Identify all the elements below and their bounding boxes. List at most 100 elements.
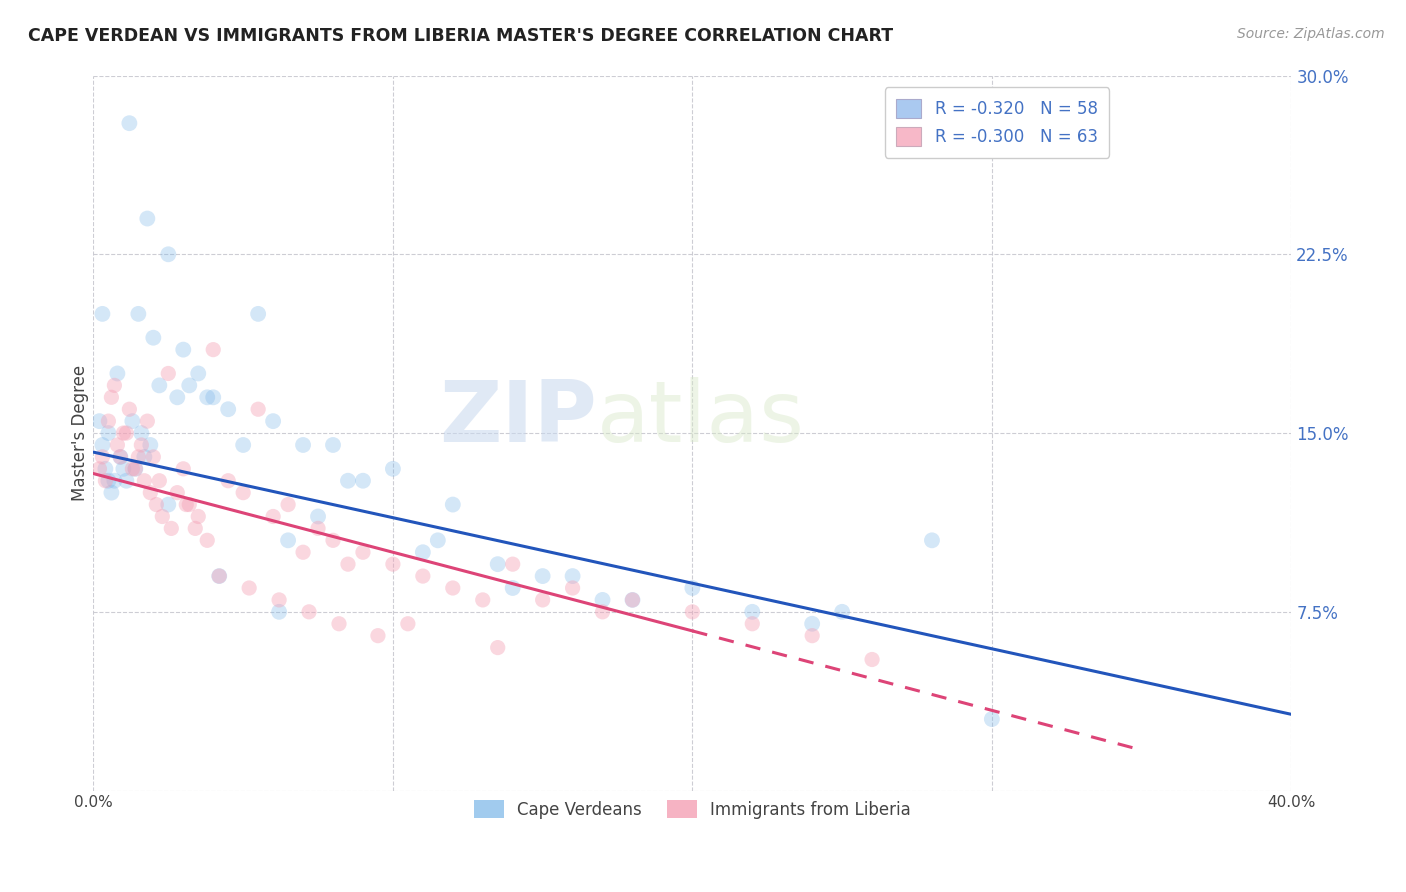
Point [426,533,449,548]
Text: CAPE VERDEAN VS IMMIGRANTS FROM LIBERIA MASTER'S DEGREE CORRELATION CHART: CAPE VERDEAN VS IMMIGRANTS FROM LIBERIA … [28,27,893,45]
Point [801,629,824,643]
Point [127,307,149,321]
Point [121,462,143,476]
Point [831,605,853,619]
Point [232,438,254,452]
Point [145,498,167,512]
Point [247,307,270,321]
Point [142,450,165,464]
Point [89,414,111,428]
Point [100,390,122,404]
Point [118,402,141,417]
Point [322,438,344,452]
Point [298,605,321,619]
Point [118,116,141,130]
Point [247,402,270,417]
Point [741,616,763,631]
Point [139,438,162,452]
Point [352,545,374,559]
Point [187,367,209,381]
Point [195,533,218,548]
Point [115,425,138,440]
Point [184,521,207,535]
Point [115,474,138,488]
Point [105,367,128,381]
Point [148,378,170,392]
Point [741,605,763,619]
Point [238,581,260,595]
Point [337,557,360,571]
Point [91,307,114,321]
Point [172,343,194,357]
Point [94,474,117,488]
Point [103,474,125,488]
Point [89,462,111,476]
Text: atlas: atlas [596,377,804,460]
Point [322,533,344,548]
Point [592,593,614,607]
Point [157,367,180,381]
Point [262,509,284,524]
Point [307,521,329,535]
Point [91,450,114,464]
Point [561,569,583,583]
Point [307,509,329,524]
Point [441,581,464,595]
Point [124,462,146,476]
Y-axis label: Master's Degree: Master's Degree [72,365,89,501]
Point [174,498,197,512]
Point [110,450,132,464]
Point [801,616,824,631]
Point [232,485,254,500]
Point [277,533,299,548]
Point [112,425,135,440]
Point [110,450,132,464]
Point [681,605,703,619]
Point [91,438,114,452]
Point [681,581,703,595]
Point [277,498,299,512]
Point [139,485,162,500]
Point [97,414,120,428]
Text: Source: ZipAtlas.com: Source: ZipAtlas.com [1237,27,1385,41]
Point [921,533,943,548]
Point [441,498,464,512]
Point [187,509,209,524]
Point [367,629,389,643]
Point [121,414,143,428]
Point [131,425,153,440]
Point [157,498,180,512]
Point [531,569,554,583]
Point [531,593,554,607]
Point [179,498,201,512]
Point [352,474,374,488]
Point [134,450,156,464]
Point [337,474,360,488]
Point [292,438,315,452]
Point [148,474,170,488]
Point [217,474,239,488]
Point [592,605,614,619]
Point [486,640,509,655]
Point [172,462,194,476]
Text: ZIP: ZIP [439,377,596,460]
Point [124,462,146,476]
Point [100,485,122,500]
Point [166,390,188,404]
Point [105,438,128,452]
Point [502,557,524,571]
Point [328,616,350,631]
Point [142,331,165,345]
Legend: Cape Verdeans, Immigrants from Liberia: Cape Verdeans, Immigrants from Liberia [467,793,918,825]
Point [980,712,1002,726]
Point [97,474,120,488]
Point [381,557,404,571]
Point [860,652,883,666]
Point [202,390,225,404]
Point [160,521,183,535]
Point [136,414,159,428]
Point [134,474,156,488]
Point [202,343,225,357]
Point [292,545,315,559]
Point [561,581,583,595]
